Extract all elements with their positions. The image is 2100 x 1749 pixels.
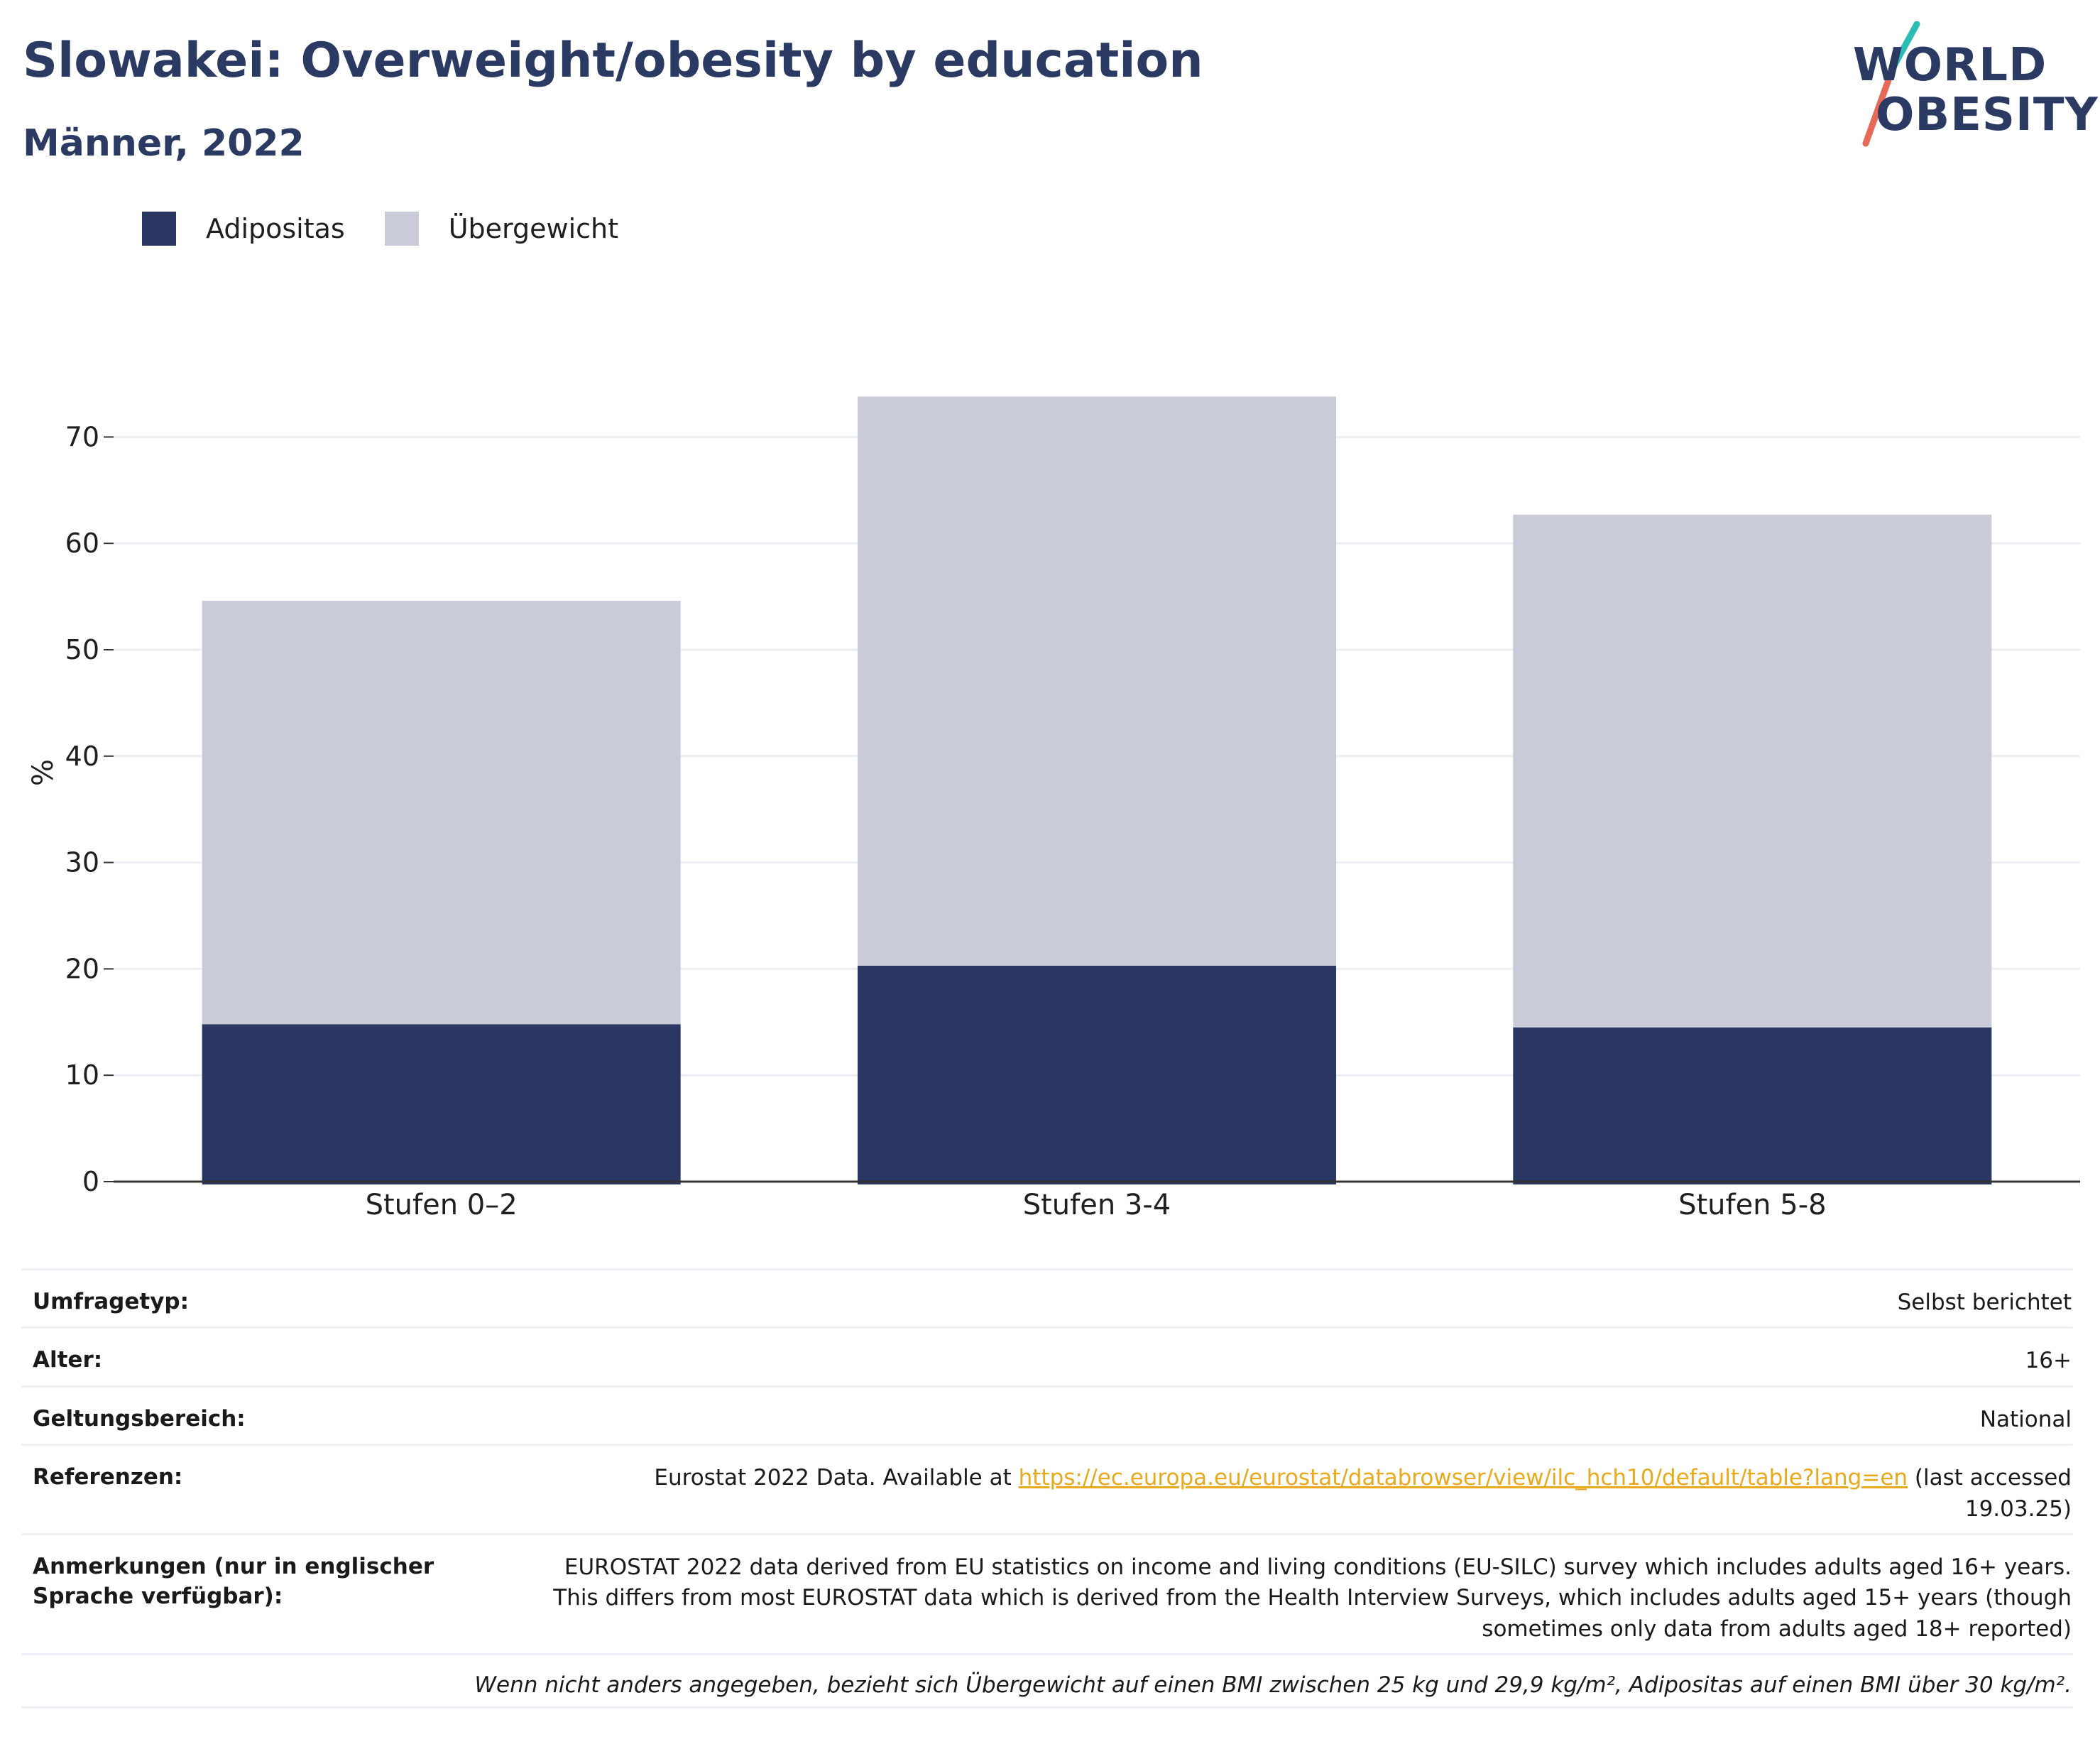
- metadata-table: Umfragetyp: Selbst berichtet Alter: 16+ …: [21, 1268, 2073, 1709]
- y-tick-label: 20: [65, 953, 99, 984]
- x-tick-label: Stufen 3-4: [1023, 1189, 1171, 1221]
- x-tick-label: Stufen 5-8: [1678, 1189, 1827, 1221]
- row-value-coverage: National: [531, 1385, 2073, 1445]
- row-label-references: Referenzen:: [21, 1444, 531, 1535]
- row-value-age: 16+: [531, 1326, 2073, 1387]
- row-value-survey-type: Selbst berichtet: [531, 1268, 2073, 1328]
- chart-title: Slowakei: Overweight/obesity by educatio…: [23, 33, 1203, 89]
- reference-link[interactable]: https://ec.europa.eu/eurostat/databrowse…: [1018, 1465, 1908, 1491]
- table-row: Anmerkungen (nur in englischer Sprache v…: [21, 1532, 2073, 1655]
- row-label-notes: Anmerkungen (nur in englischer Sprache v…: [21, 1532, 531, 1655]
- bar-uebergewicht: [202, 601, 681, 1025]
- legend-item-uebergewicht[interactable]: Übergewicht: [384, 212, 618, 246]
- bar-adipositas: [202, 1024, 681, 1184]
- table-row: Wenn nicht anders angegeben, bezieht sic…: [21, 1653, 2073, 1709]
- row-value-notes: EUROSTAT 2022 data derived from EU stati…: [531, 1532, 2073, 1655]
- legend: Adipositas Übergewicht: [142, 212, 658, 246]
- table-row: Geltungsbereich: National: [21, 1385, 2073, 1445]
- logo-slash-icon: [1862, 21, 1920, 147]
- bars: [202, 396, 1992, 1184]
- table-row: Alter: 16+: [21, 1326, 2073, 1387]
- bmi-definition-footnote: Wenn nicht anders angegeben, bezieht sic…: [21, 1653, 2073, 1709]
- legend-item-adipositas[interactable]: Adipositas: [142, 212, 345, 246]
- row-label-coverage: Geltungsbereich:: [21, 1385, 531, 1445]
- table-row: Umfragetyp: Selbst berichtet: [21, 1268, 2073, 1328]
- y-tick-label: 50: [65, 634, 99, 665]
- logo-text-world: WORLD: [1853, 39, 2047, 92]
- row-label-age: Alter:: [21, 1326, 531, 1387]
- legend-label-uebergewicht: Übergewicht: [448, 213, 618, 244]
- bar-uebergewicht: [857, 396, 1337, 966]
- stacked-bar-chart: 0 10 20 30 40 50 60 70 Stufen 0–2 Stufen 3-4 Stufe…: [27, 396, 2080, 1221]
- row-label-survey-type: Umfragetyp:: [21, 1268, 531, 1328]
- legend-label-adipositas: Adipositas: [206, 213, 345, 244]
- table-row: Referenzen: Eurostat 2022 Data. Availabl…: [21, 1444, 2073, 1535]
- y-tick-label: 0: [82, 1166, 99, 1197]
- row-value-references: Eurostat 2022 Data. Available at https:/…: [531, 1444, 2073, 1535]
- y-tick-label: 30: [65, 847, 99, 878]
- logo-text-obesity: OBESITY: [1876, 89, 2099, 141]
- reference-suffix: (last accessed 19.03.25): [1908, 1465, 2072, 1522]
- bar-adipositas: [857, 965, 1337, 1184]
- reference-prefix: Eurostat 2022 Data. Available at: [654, 1465, 1019, 1491]
- legend-swatch-adipositas: [142, 212, 176, 246]
- y-tick-label: 40: [65, 741, 99, 772]
- x-tick-label: Stufen 0–2: [366, 1189, 518, 1221]
- bar-adipositas: [1513, 1027, 1992, 1184]
- y-tick-label: 70: [65, 421, 99, 452]
- y-axis-title: %: [27, 759, 60, 786]
- y-tick-label: 10: [65, 1059, 99, 1091]
- legend-swatch-uebergewicht: [384, 212, 419, 246]
- bar-uebergewicht: [1513, 514, 1992, 1028]
- axes: 0 10 20 30 40 50 60 70 Stufen 0–2 Stufen 3-4 Stufe…: [65, 421, 2080, 1221]
- y-tick-label: 60: [65, 528, 99, 559]
- chart-subtitle: Männer, 2022: [23, 122, 305, 165]
- world-obesity-logo[interactable]: WORLD OBESITY: [1853, 21, 2098, 149]
